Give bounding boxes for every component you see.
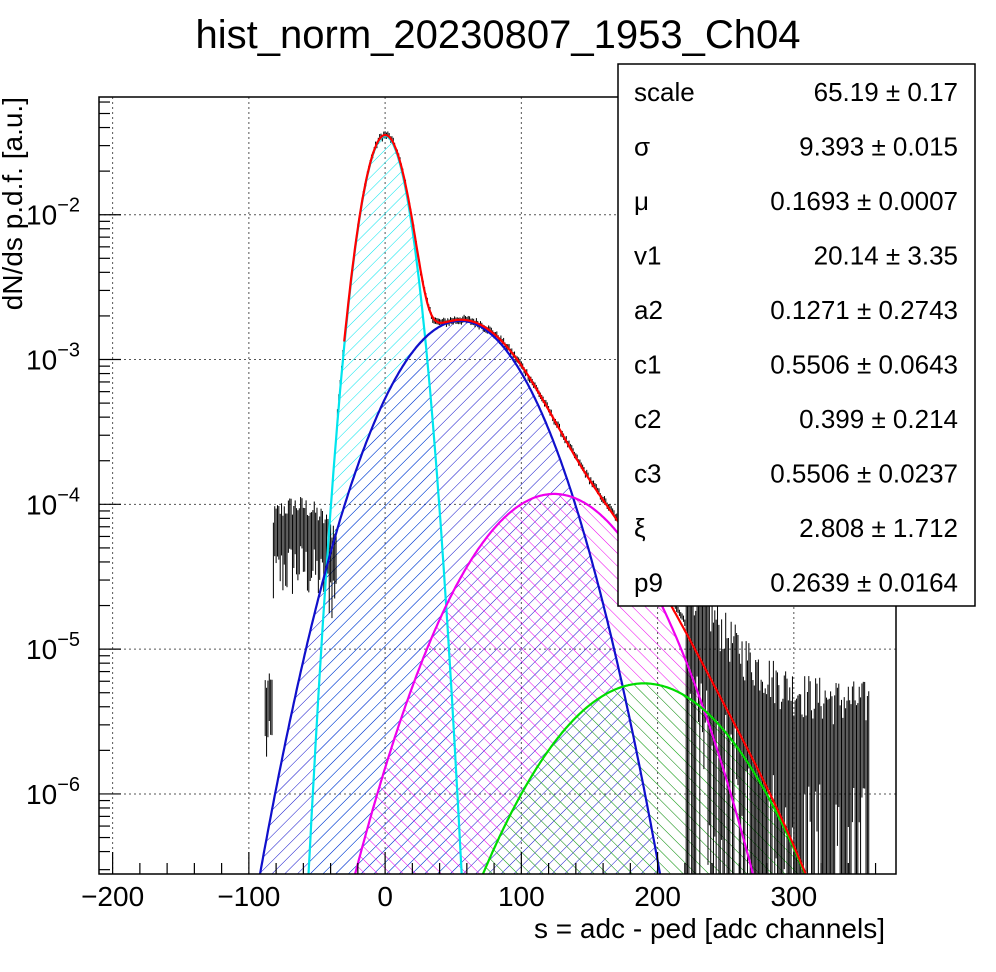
- x-tick-label: 0: [377, 881, 393, 912]
- stats-param-name: a2: [634, 295, 663, 325]
- component-curve: [353, 492, 755, 874]
- stats-param-name: σ: [634, 132, 650, 162]
- stats-param-name: v1: [634, 241, 661, 271]
- y-tick-label: 10−5: [26, 629, 80, 665]
- stats-param-name: c3: [634, 459, 661, 489]
- stats-param-value: 9.393 ± 0.015: [799, 132, 958, 162]
- axes: −200 −100 0 100 200 300 10−6 10−5 10−4 10−3 10−2: [26, 101, 877, 912]
- component-curve: [481, 682, 807, 874]
- chart-title: hist_norm_20230807_1953_Ch04: [196, 13, 801, 57]
- y-tick-label: 10−6: [26, 774, 80, 810]
- y-axis-label: dN/ds p.d.f. [a.u.]: [0, 97, 28, 310]
- x-tick-label: 100: [498, 881, 545, 912]
- stats-param-value: 20.14 ± 3.35: [814, 241, 958, 271]
- stats-param-value: 0.5506 ± 0.0643: [770, 350, 958, 380]
- x-tick-label: −100: [217, 881, 280, 912]
- stats-param-value: 65.19 ± 0.17: [814, 77, 958, 107]
- x-axis-label: s = adc - ped [adc channels]: [534, 913, 885, 944]
- y-tick-label: 10−2: [26, 195, 80, 231]
- y-tick-label: 10−4: [26, 484, 80, 520]
- stats-param-name: μ: [634, 186, 649, 216]
- stats-param-value: 0.2639 ± 0.0164: [770, 568, 958, 598]
- fit-curves: [258, 133, 807, 874]
- stats-param-name: c1: [634, 350, 661, 380]
- stats-param-name: ξ: [634, 513, 646, 543]
- stats-param-value: 0.1271 ± 0.2743: [770, 295, 958, 325]
- y-tick-label: 10−3: [26, 340, 80, 376]
- stats-param-value: 0.5506 ± 0.0237: [770, 459, 958, 489]
- stats-param-value: 0.399 ± 0.214: [799, 404, 958, 434]
- stats-rows: scale 65.19 ± 0.17 σ 9.393 ± 0.015 μ 0.1693 ±…: [634, 77, 958, 598]
- stats-param-value: 0.1693 ± 0.0007: [770, 186, 958, 216]
- x-tick-label: 200: [634, 881, 681, 912]
- stats-param-name: c2: [634, 404, 661, 434]
- x-tick-label: 300: [770, 881, 817, 912]
- x-tick-label: −200: [81, 881, 144, 912]
- stats-box-frame: [617, 63, 976, 607]
- stats-param-name: scale: [634, 77, 695, 107]
- stats-param-value: 2.808 ± 1.712: [799, 513, 958, 543]
- stats-param-name: p9: [634, 568, 663, 598]
- total-fit-curve: [343, 133, 807, 874]
- stats-box: scale 65.19 ± 0.17 σ 9.393 ± 0.015 μ 0.1693 ±…: [617, 63, 976, 607]
